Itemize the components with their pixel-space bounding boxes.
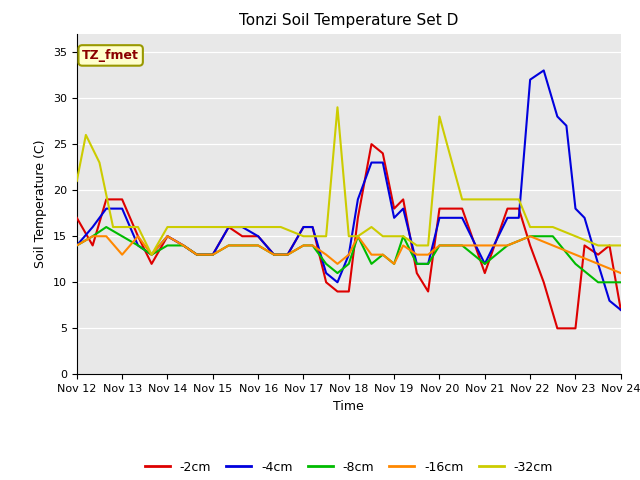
X-axis label: Time: Time (333, 400, 364, 413)
Legend: -2cm, -4cm, -8cm, -16cm, -32cm: -2cm, -4cm, -8cm, -16cm, -32cm (140, 456, 558, 479)
Title: Tonzi Soil Temperature Set D: Tonzi Soil Temperature Set D (239, 13, 458, 28)
Text: TZ_fmet: TZ_fmet (82, 49, 139, 62)
Y-axis label: Soil Temperature (C): Soil Temperature (C) (35, 140, 47, 268)
